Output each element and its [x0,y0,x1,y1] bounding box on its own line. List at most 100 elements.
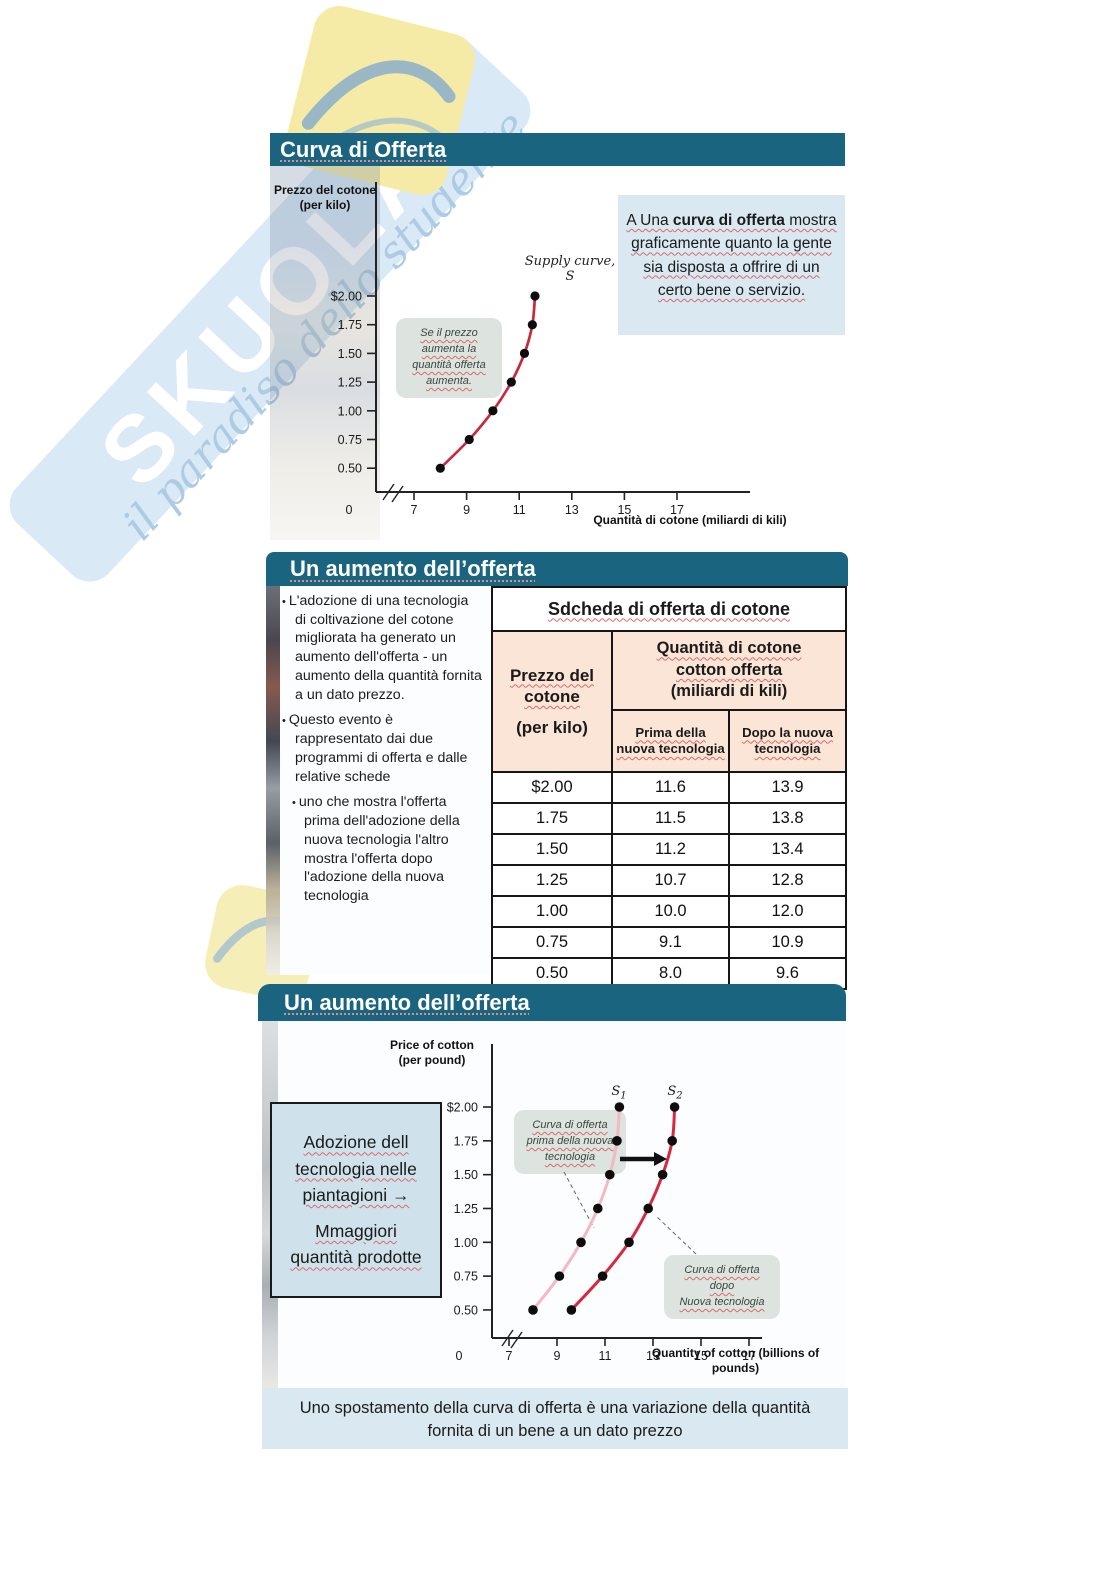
table-cell: 11.6 [611,771,730,804]
table-row: 1.25 10.7 12.8 [491,864,848,897]
table-cell: 12.0 [727,895,848,928]
group-header-line1: Quantità di cotone [656,639,802,658]
supply-curve-definition-box: A Una curva di offerta mostra graficamen… [618,195,845,335]
bullet-item: • uno che mostra l'offerta prima dell'ad… [292,794,460,905]
supply-shift-chart: $2.00 1.75 1.50 1.25 1.00 0.75 0.50 0 7 9 11 13 15 17 [447,1044,762,1363]
slide2-photo-strip [266,586,280,975]
table-row: 1.50 11.2 13.4 [491,833,848,866]
svg-text:1.50: 1.50 [338,347,362,361]
slide1-photo-strip [270,166,380,540]
table-cell: 1.00 [491,895,613,928]
caption-text: Uno spostamento della curva di offerta è… [299,1399,811,1441]
table-group-header-row: Prezzo del cotone (per kilo) Quantità di… [491,630,848,773]
price-column-header: Prezzo del cotone (per kilo) [491,630,613,773]
s1-curve-label: S1 [604,1084,634,1102]
svg-text:$2.00: $2.00 [331,290,362,304]
table-cell: 9.1 [611,926,730,959]
svg-text:7: 7 [506,1349,513,1363]
slide-curva-di-offerta: Curva di Offerta $2.00 1.75 1.50 1.25 1.00 0.… [270,133,845,540]
svg-text:1.00: 1.00 [338,404,362,418]
table-row: 1.75 11.5 13.8 [491,802,848,835]
supply-curve-chart: $2.00 1.75 1.50 1.25 1.00 0.75 0.50 0 7 9 11 13 15 17 [331,182,750,517]
bullet-item: • Questo evento è rappresentato dai due … [282,712,468,785]
price-header-line2: (per kilo) [516,718,588,738]
slide3-caption: Uno spostamento della curva di offerta è… [262,1388,848,1449]
slide2-title: Un aumento dell’offerta [290,556,536,581]
after-tech-header: Dopo la nuova tecnologia [742,724,833,757]
price-header-line1: Prezzo del cotone [509,665,595,706]
chart2-y-axis-title: Price of cotton (per pound) [380,1038,484,1068]
svg-text:13: 13 [646,1349,660,1363]
svg-text:7: 7 [411,503,418,517]
table-cell: 13.9 [727,771,848,804]
supply-curve-label: Supply curve, S [510,254,630,284]
table-cell: 10.9 [727,926,848,959]
svg-text:17: 17 [742,1349,756,1363]
svg-text:$2.00: $2.00 [447,1101,478,1115]
slide2-bullet-list: • L'adozione di una tecnologia di coltiv… [282,592,482,913]
slide2-header: Un aumento dell’offerta [266,552,848,586]
table-cell: 11.2 [611,833,730,866]
quantity-group-header: Quantità di cotone cotton offerta (milia… [610,630,848,711]
svg-text:0.50: 0.50 [338,462,362,476]
svg-text:9: 9 [554,1349,561,1363]
table-subheader-row: Prima della nuova tecnologia Dopo la nuo… [492,709,848,773]
svg-text:9: 9 [463,503,470,517]
svg-text:17: 17 [670,503,684,517]
curve-before-callout: Curva di offerta prima della nuova tecno… [514,1110,626,1174]
chart1-y-axis-title: Prezzo del cotone (per kilo) [272,183,378,213]
technology-adoption-box: Adozione dell tecnologia nelle piantagio… [270,1102,442,1298]
price-increase-callout: Se il prezzo aumenta la quantità offerta… [396,318,502,398]
s2-curve-label: S2 [660,1084,690,1102]
before-tech-header: Prima della nuova tecnologia [616,724,725,757]
infobox-text-bold: curva di offerta [672,212,785,229]
s2-subscript: 2 [676,1090,683,1102]
svg-text:15: 15 [694,1349,708,1363]
svg-text:11: 11 [599,1349,612,1363]
svg-text:11: 11 [513,503,526,517]
svg-text:0.75: 0.75 [338,433,362,447]
table-row: $2.00 11.6 13.9 [491,771,848,804]
slide3-header: Un aumento dell’offerta [258,984,846,1021]
curve-after-callout: Curva di offerta dopo Nuova tecnologia [664,1255,780,1319]
slide-aumento-offerta-grafico: Un aumento dell’offerta Adozione dell te… [258,984,848,1449]
y-axis-title-line2: (per kilo) [299,198,351,212]
slide1-title: Curva di Offerta [280,136,447,162]
slide1-header: Curva di Offerta [270,133,845,166]
svg-text:0: 0 [346,503,353,517]
s2-label: S [667,1084,677,1099]
svg-text:13: 13 [565,503,579,517]
table-title-row: Sdcheda di offerta di cotone [490,586,848,632]
table-data-rows: $2.00 11.6 13.9 1.75 11.5 13.8 1.50 11.2 13.4 1.2… [491,771,848,990]
table-cell: 12.8 [727,864,848,897]
sidebox-line1: Adozione dell tecnologia nelle piantagio… [295,1132,417,1205]
table-title: Sdcheda di offerta di cotone [547,598,791,619]
chart1-x-axis-title: Quantità di cotone (miliardi di kili) [593,513,787,527]
svg-text:1.50: 1.50 [454,1168,478,1182]
y-axis-title-line1: Prezzo del cotone [273,183,377,197]
supply-curve-label-s: S [565,269,575,284]
table-cell: 1.25 [491,864,613,897]
supply-curve-label-text: Supply curve, [524,254,616,269]
bullet-item: • L'adozione di una tecnologia di coltiv… [282,593,482,703]
table-cell: 10.0 [611,895,730,928]
cotton-supply-schedule-table: Sdcheda di offerta di cotone Prezzo del … [490,586,848,990]
y-axis-title-line1: Price of cotton [389,1038,474,1052]
table-cell: 13.4 [727,833,848,866]
table-row: 0.75 9.1 10.9 [491,926,848,959]
table-cell: 11.5 [611,802,730,835]
slide3-title: Un aumento dell’offerta [284,989,530,1015]
svg-text:1.25: 1.25 [338,376,362,390]
s1-label: S [611,1084,621,1099]
sidebox-line2: Mmaggiori quantità prodotte [290,1221,422,1268]
svg-text:0: 0 [456,1349,463,1363]
slide-aumento-offerta-tabella: Un aumento dell’offerta • L'adozione di … [262,552,848,990]
table-cell: 13.8 [727,802,848,835]
svg-text:1.75: 1.75 [454,1134,478,1148]
table-cell: 1.75 [491,802,613,835]
y-axis-title-line2: (per pound) [398,1053,466,1067]
table-cell: $2.00 [491,771,613,804]
s1-subscript: 1 [620,1090,627,1102]
chart2-x-axis-title: Quantity of cotton (billions of pounds) [651,1346,820,1375]
